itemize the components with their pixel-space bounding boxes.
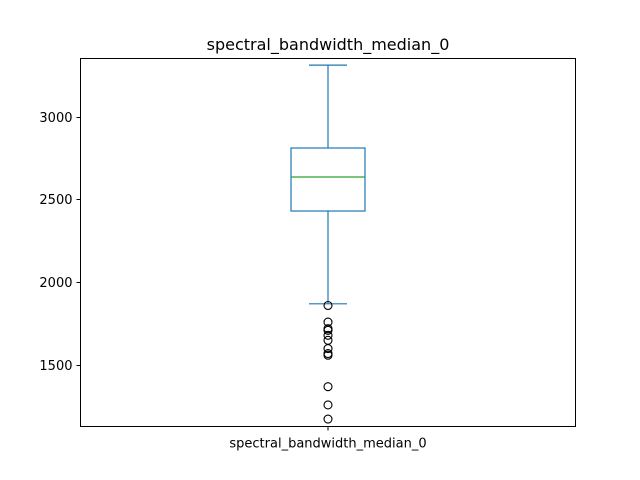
box-plot-marks — [290, 64, 366, 424]
outlier-point — [323, 330, 333, 340]
x-tick-label: spectral_bandwidth_median_0 — [229, 437, 426, 452]
outlier-point — [323, 300, 333, 311]
outlier-point — [323, 335, 333, 345]
y-axis: 1500 2000 2500 3000 — [39, 111, 81, 374]
chart-title: spectral_bandwidth_median_0 — [207, 35, 450, 55]
outlier-point — [323, 414, 333, 424]
y-tick-label: 2500 — [39, 193, 72, 208]
y-tick-label: 1500 — [39, 359, 72, 374]
y-tick-label: 3000 — [39, 111, 72, 126]
x-axis: spectral_bandwidth_median_0 — [229, 426, 427, 452]
outlier-point — [323, 400, 333, 410]
outlier-point — [323, 325, 333, 335]
outlier-point — [323, 344, 333, 354]
outlier-point — [323, 382, 333, 392]
iqr-box — [290, 147, 366, 212]
y-tick-label: 2000 — [39, 276, 72, 291]
outlier-point — [323, 350, 333, 360]
